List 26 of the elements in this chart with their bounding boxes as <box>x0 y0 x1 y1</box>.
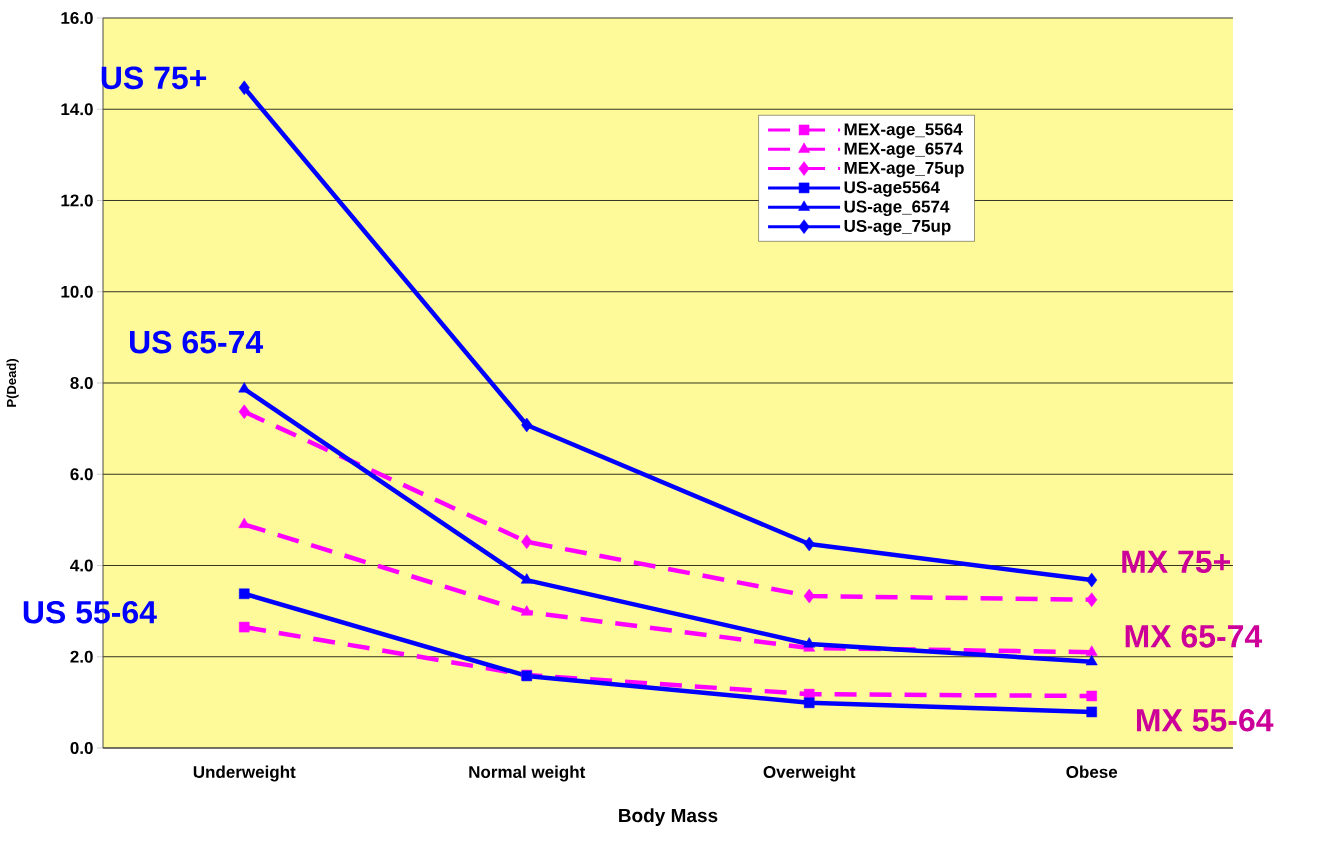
y-tick-label: 12.0 <box>61 194 93 207</box>
x-tick-label: Overweight <box>763 765 856 782</box>
y-tick-label: 0.0 <box>70 741 93 755</box>
legend-label: MEX-age_6574 <box>844 142 963 159</box>
y-tick-label: 14.0 <box>61 103 93 116</box>
legend-label: US-age_75up <box>844 219 951 236</box>
legend-label: MEX-age_5564 <box>844 123 963 139</box>
y-tick-label: 4.0 <box>70 559 93 572</box>
annotation: US 75+ <box>101 66 207 90</box>
annotation: MX 55-64 <box>1136 708 1274 732</box>
annotation: US 65-74 <box>130 330 264 354</box>
legend-label: US-age_6574 <box>844 200 950 217</box>
x-tick-label: Obese <box>1066 765 1118 779</box>
y-tick-label: 6.0 <box>70 468 93 481</box>
x-tick-label: Underweight <box>193 765 296 782</box>
annotation: MX 65-74 <box>1125 624 1263 648</box>
x-axis-title: Body Mass <box>619 808 718 827</box>
y-tick-label: 16.0 <box>61 11 93 25</box>
legend-label: US-age5564 <box>844 181 940 197</box>
y-tick-label: 8.0 <box>70 376 93 390</box>
x-tick-label: Normal weight <box>469 765 586 782</box>
annotation: US 55-64 <box>23 600 157 624</box>
y-tick-label: 10.0 <box>61 285 93 298</box>
y-tick-label: 2.0 <box>70 650 93 663</box>
legend-label: MEX-age_75up <box>844 162 964 178</box>
y-axis-title: P(Dead) <box>6 359 19 407</box>
